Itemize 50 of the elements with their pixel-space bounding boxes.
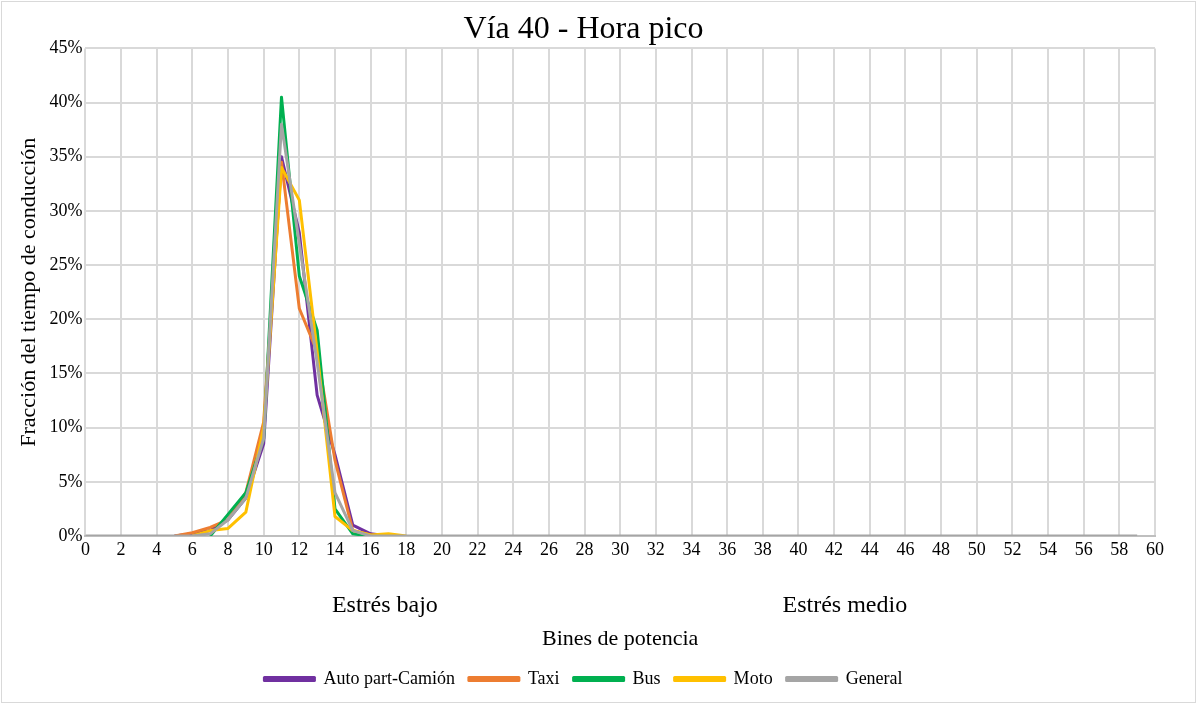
x-tick-label: 6 — [187, 538, 197, 559]
x-tick-label: 22 — [468, 538, 487, 559]
x-tick-label: 48 — [932, 538, 951, 559]
y-tick-label: 40% — [49, 91, 83, 112]
legend-label: Auto part-Camión — [323, 667, 455, 688]
y-tick-label: 45% — [49, 37, 83, 58]
x-tick-label: 50 — [967, 538, 986, 559]
y-axis-title: Fracción del tiempo de conducción — [14, 137, 40, 447]
x-tick-label: 28 — [575, 538, 594, 559]
x-tick-label: 2 — [116, 538, 126, 559]
text: Estrés bajo — [331, 591, 438, 618]
x-tick-label: 10 — [254, 538, 273, 559]
x-tick-label: 52 — [1003, 538, 1022, 559]
x-tick-label: 36 — [718, 538, 737, 559]
x-tick-label: 56 — [1074, 538, 1093, 559]
x-tick-label: 34 — [682, 538, 701, 559]
x-tick-label: 14 — [325, 538, 344, 559]
x-tick-label: 40 — [789, 538, 808, 559]
y-tick-label: 20% — [49, 308, 83, 329]
x-tick-label: 20 — [432, 538, 451, 559]
legend-label: Taxi — [527, 667, 560, 688]
y-tick-label: 10% — [49, 416, 83, 437]
legend-label: Bus — [632, 667, 661, 688]
x-tick-label: 44 — [860, 538, 879, 559]
x-tick-label: 32 — [646, 538, 665, 559]
legend-label: General — [845, 667, 903, 688]
x-tick-label: 4 — [152, 538, 162, 559]
x-tick-label: 12 — [290, 538, 309, 559]
y-tick-label: 30% — [49, 199, 83, 220]
text: Estrés medio — [782, 591, 908, 618]
chart-title: Vía 40 - Hora pico — [463, 8, 704, 45]
y-tick-label: 25% — [49, 253, 83, 274]
x-tick-label: 54 — [1039, 538, 1058, 559]
legend-label: Moto — [733, 667, 773, 688]
x-tick-label: 30 — [611, 538, 630, 559]
y-tick-label: 15% — [49, 362, 83, 383]
y-tick-label: 35% — [49, 145, 83, 166]
y-tick-label: 5% — [58, 470, 83, 491]
x-axis-title: Bines de potencia — [541, 624, 699, 650]
x-tick-label: 38 — [753, 538, 772, 559]
x-tick-label: 58 — [1110, 538, 1129, 559]
x-tick-label: 18 — [397, 538, 416, 559]
x-tick-label: 42 — [825, 538, 844, 559]
x-tick-label: 26 — [539, 538, 558, 559]
x-tick-label: 16 — [361, 538, 380, 559]
x-tick-label: 8 — [223, 538, 233, 559]
x-tick-label: 46 — [896, 538, 915, 559]
x-tick-label: 60 — [1146, 538, 1164, 559]
x-tick-label: 24 — [504, 538, 523, 559]
y-tick-label: 0% — [58, 524, 83, 545]
